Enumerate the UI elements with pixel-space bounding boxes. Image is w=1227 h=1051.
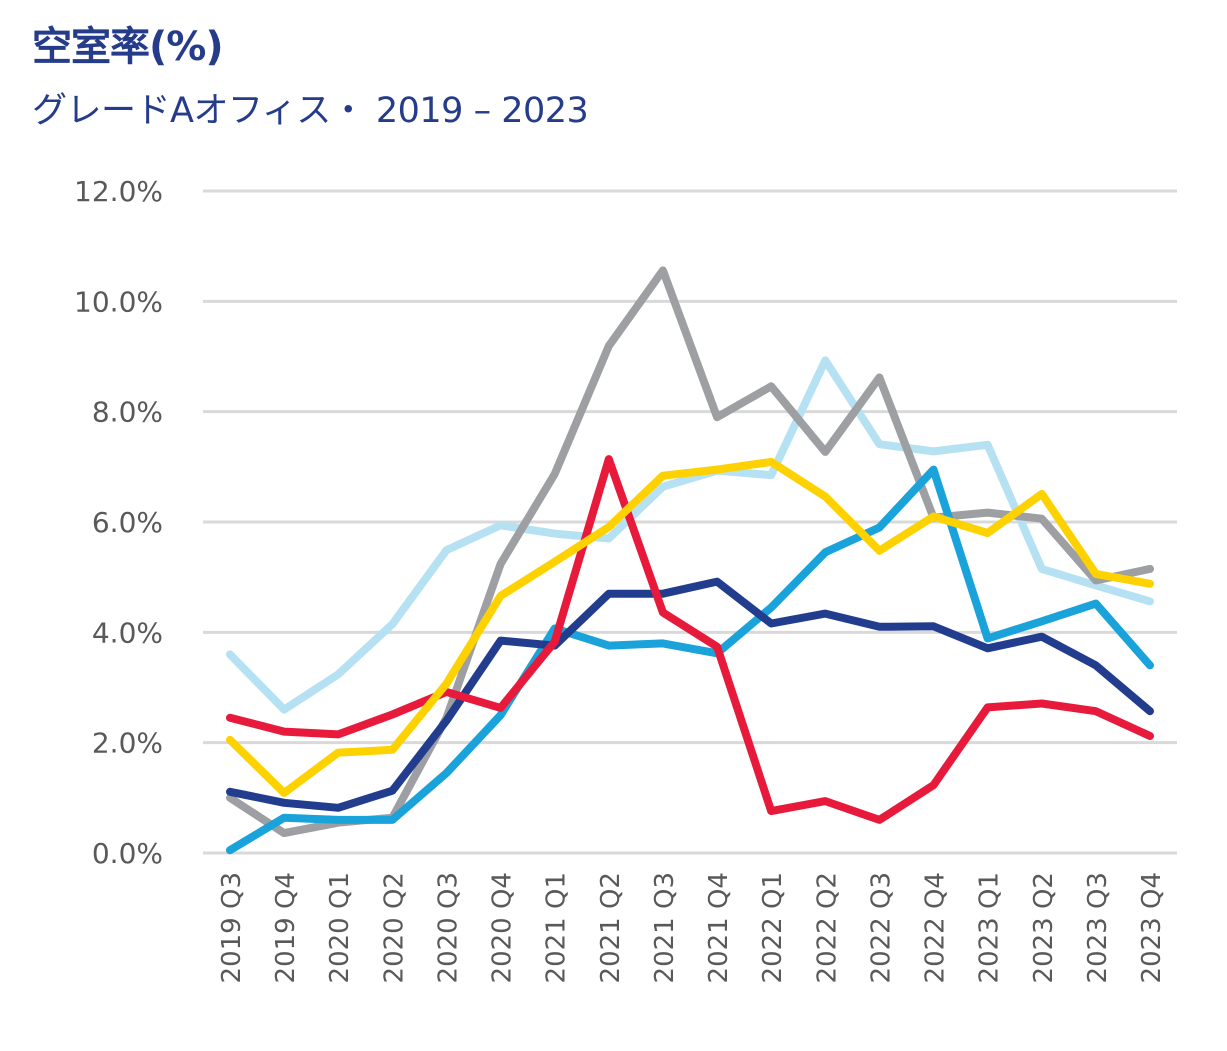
x-tick-label: 2020 Q1 (325, 872, 355, 983)
x-tick-label: 2023 Q3 (1083, 872, 1113, 983)
series-line-yellow (226, 457, 1154, 797)
x-tick-label: 2022 Q3 (866, 872, 896, 983)
x-tick-label: 2021 Q2 (596, 872, 626, 983)
series-line-red (226, 455, 1154, 824)
chart-title: 空室率(%) (32, 24, 224, 70)
series-line-blue (226, 465, 1154, 855)
x-tick-label: 2022 Q2 (812, 872, 842, 983)
y-tick-label: 12.0% (74, 175, 163, 208)
series-lines (226, 266, 1154, 855)
y-axis-ticks: 0.0% 2.0% 4.0% 6.0% 8.0% 10.0% 12.0% (74, 175, 163, 870)
y-tick-label: 4.0% (92, 616, 163, 649)
y-tick-label: 6.0% (92, 506, 163, 539)
x-tick-label: 2021 Q3 (650, 872, 680, 983)
x-tick-label: 2021 Q4 (704, 872, 734, 983)
x-tick-label: 2019 Q4 (271, 872, 301, 983)
series-line-navy (226, 577, 1154, 812)
x-tick-label: 2020 Q4 (488, 872, 518, 983)
x-tick-label: 2022 Q4 (921, 872, 951, 983)
x-tick-label: 2020 Q3 (433, 872, 463, 983)
x-tick-label: 2023 Q1 (975, 872, 1005, 983)
series-line-light-blue (226, 356, 1154, 714)
y-tick-label: 2.0% (92, 727, 163, 760)
x-tick-label: 2020 Q2 (379, 872, 409, 983)
x-tick-label: 2023 Q4 (1137, 872, 1167, 983)
y-tick-label: 0.0% (92, 837, 163, 870)
x-tick-label: 2019 Q3 (217, 872, 247, 983)
x-axis-ticks: 2019 Q3 2019 Q4 2020 Q1 2020 Q2 2020 Q3 2020 … (217, 872, 1167, 983)
y-tick-label: 10.0% (74, 285, 163, 318)
x-tick-label: 2023 Q2 (1029, 872, 1059, 983)
x-tick-label: 2022 Q1 (758, 872, 788, 983)
x-tick-label: 2021 Q1 (542, 872, 572, 983)
y-tick-label: 8.0% (92, 396, 163, 429)
chart-subtitle: グレードAオフィス・ 2019 – 2023 (32, 91, 589, 131)
